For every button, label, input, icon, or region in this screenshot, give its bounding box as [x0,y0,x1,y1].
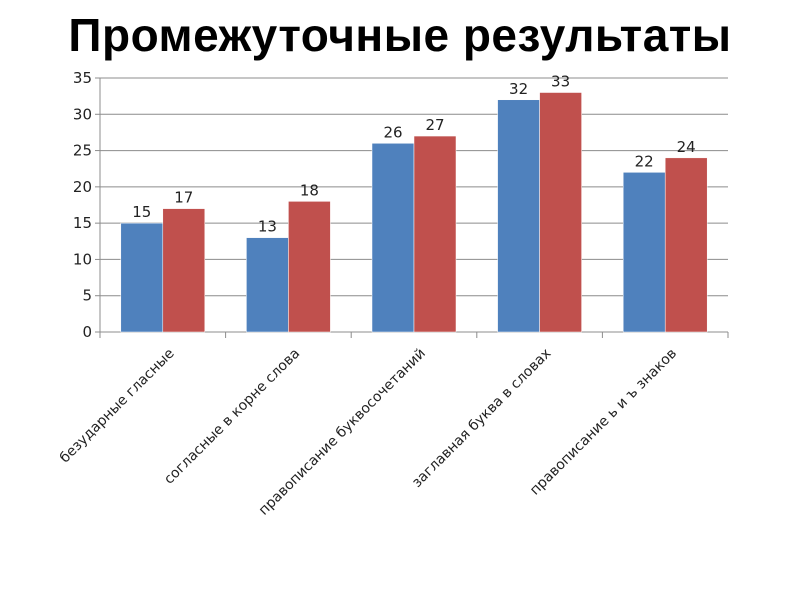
data-label: 27 [425,116,444,134]
bar [497,99,540,333]
y-tick-label: 35 [73,69,92,87]
y-tick-label: 5 [82,287,92,305]
data-label: 32 [509,80,528,98]
bar [120,222,164,333]
y-tick-label: 10 [73,250,92,268]
bar [622,172,666,333]
bar [539,92,582,333]
data-label: 22 [635,152,654,170]
y-tick-label: 0 [82,323,92,341]
data-label: 24 [677,138,696,156]
bar [162,208,206,333]
bar [288,201,331,333]
slide-title: Промежуточные результаты [68,9,732,61]
data-label: 33 [551,73,570,91]
y-tick-label: 20 [73,178,92,196]
category-label: правописание ь и ъ знаков [527,346,680,499]
bar [246,237,289,333]
bar [413,135,457,333]
y-tick-label: 15 [73,214,92,232]
category-label: заглавная буква в словах [409,346,554,491]
data-label: 26 [383,123,402,141]
y-tick-label: 25 [73,142,92,160]
bar [371,143,415,333]
category-label: согласные в корне слова [161,346,303,488]
data-label: 17 [174,189,193,207]
data-label: 13 [258,218,277,236]
y-tick-label: 30 [73,105,92,123]
data-label: 18 [300,181,319,199]
bar [664,157,708,333]
category-label: безударные гласные [57,346,178,467]
data-label: 15 [132,203,151,221]
